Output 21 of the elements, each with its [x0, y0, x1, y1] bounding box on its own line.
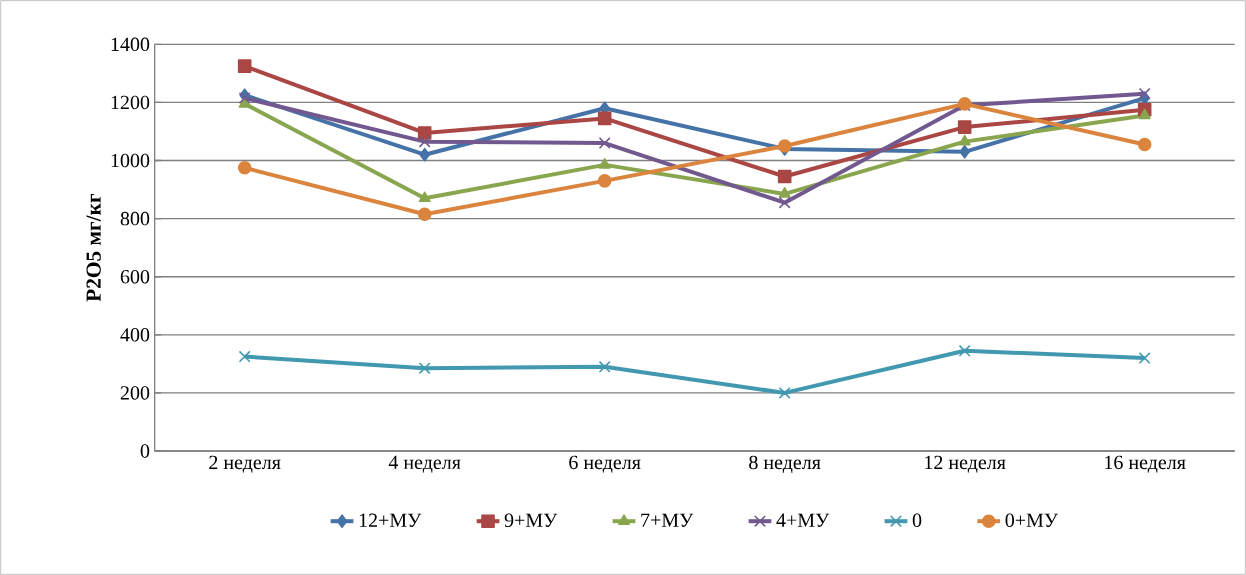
y-tick-label: 1200: [111, 95, 150, 110]
x-tick-label: 6 неделя: [569, 455, 641, 473]
legend-label: 0: [912, 513, 922, 528]
x-tick-label: 16 неделя: [1105, 455, 1186, 473]
x-tick-label: 4 неделя: [388, 455, 461, 473]
y-tick-label: 0: [140, 444, 150, 458]
y-tick-label: 1000: [111, 153, 150, 168]
y-tick-label: 800: [120, 211, 150, 226]
y-tick-label: 400: [120, 328, 150, 342]
legend-label: 9+МУ: [504, 513, 558, 527]
y-tick-label: 200: [120, 386, 150, 400]
legend-label: 0+МУ: [1005, 513, 1058, 528]
legend-label: 4+МУ: [776, 513, 830, 527]
legend-label: 7+МУ: [641, 513, 694, 527]
x-tick-label: 8 неделя: [749, 455, 821, 473]
y-axis-title: P2O5 мг/кг: [86, 194, 101, 302]
x-tick-label: 12 неделя: [925, 455, 1006, 473]
x-tick-label: 2 неделя: [209, 455, 281, 473]
y-tick-label: 1400: [111, 37, 150, 52]
legend-label: 12+МУ: [359, 513, 422, 527]
y-tick-label: 600: [120, 269, 150, 284]
